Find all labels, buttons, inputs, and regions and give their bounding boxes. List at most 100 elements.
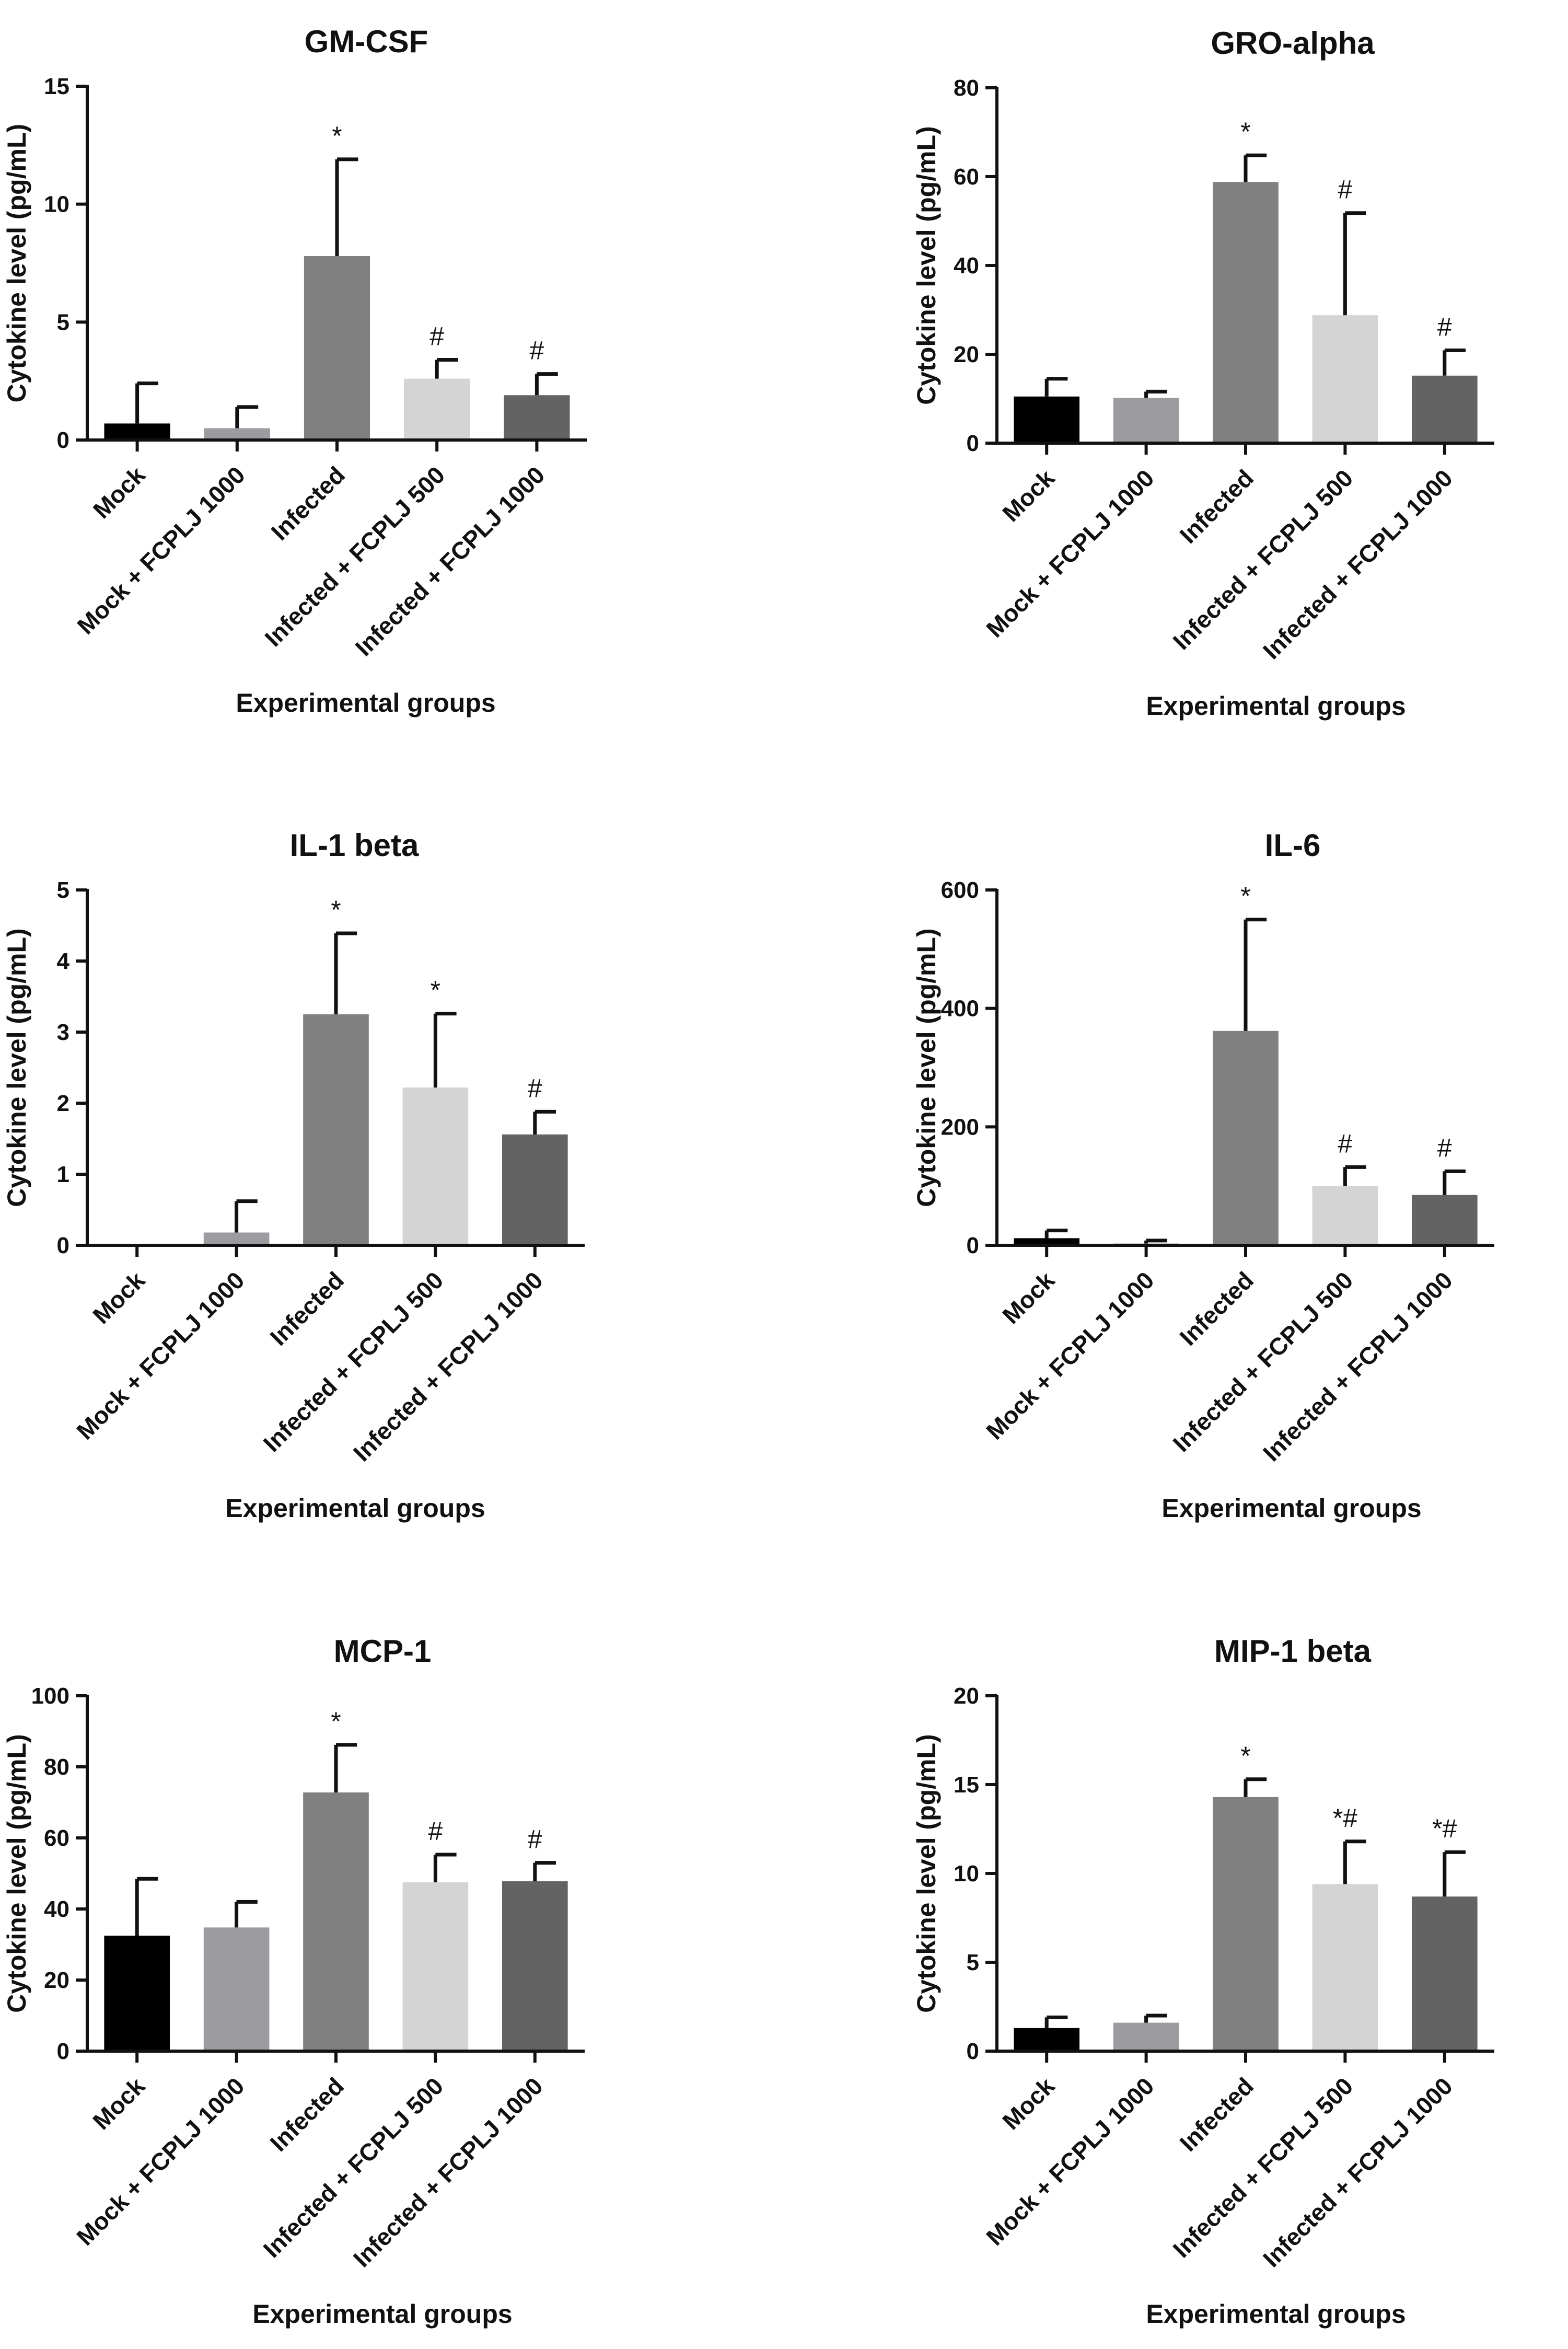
category-label: Infected [266, 461, 350, 545]
y-tick-label: 20 [954, 342, 979, 367]
bar-infected-fcplj-1000 [1411, 1195, 1478, 1245]
chart-title: GM-CSF [305, 24, 428, 59]
bar-infected-fcplj-1000 [1411, 1896, 1478, 2051]
significance-mark: * [1240, 882, 1250, 911]
category-label: Infected [1175, 2072, 1259, 2156]
y-tick-label: 0 [967, 1233, 979, 1258]
category-label: Mock + FCPLJ 1000 [71, 2072, 249, 2250]
bar-infected-fcplj-500 [1312, 1186, 1378, 1245]
bar-mock [104, 1936, 170, 2051]
bar-infected [1213, 1797, 1279, 2051]
y-axis-label: Cytokine level (pg/mL) [2, 1734, 31, 2012]
y-tick-label: 10 [954, 1861, 979, 1887]
y-tick-label: 15 [954, 1772, 979, 1798]
significance-mark: # [1338, 1129, 1352, 1158]
y-tick-label: 200 [941, 1114, 979, 1140]
category-label: Mock [87, 1266, 150, 1329]
category-label: Infected [265, 1266, 349, 1350]
chart-panel-3: IL-1 beta 0 1 2 3 4 5 Cytokine level (pg/mL) Moc… [2, 828, 585, 1523]
y-tick-label: 0 [57, 1233, 69, 1258]
significance-mark: *# [1432, 1814, 1457, 1843]
y-tick-label: 5 [57, 309, 69, 335]
bar-mock [1014, 396, 1080, 443]
y-tick-label: 4 [57, 948, 70, 974]
significance-mark: # [1437, 312, 1452, 341]
y-axis-label: Cytokine level (pg/mL) [912, 1734, 941, 2012]
x-axis-label: Experimental groups [1146, 2299, 1406, 2329]
bar-mock-fcplj-1000 [204, 428, 270, 440]
bar-infected-fcplj-1000 [502, 1881, 568, 2051]
x-axis-label: Experimental groups [236, 688, 495, 718]
y-tick-label: 60 [44, 1825, 69, 1851]
y-tick-label: 20 [44, 1968, 69, 1993]
category-label: Infected + FCPLJ 500 [258, 1266, 449, 1457]
category-label: Mock + FCPLJ 1000 [981, 464, 1159, 642]
y-tick-label: 600 [941, 877, 979, 903]
x-axis-label: Experimental groups [225, 1494, 485, 1523]
bar-mock-fcplj-1000 [1113, 398, 1179, 443]
category-label: Infected + FCPLJ 500 [259, 461, 450, 652]
significance-mark: # [528, 1073, 542, 1103]
bar-infected-fcplj-500 [1312, 1884, 1378, 2051]
y-tick-label: 0 [967, 431, 979, 456]
y-tick-label: 0 [57, 427, 69, 453]
category-label: Mock + FCPLJ 1000 [71, 1266, 249, 1444]
category-label: Mock [997, 2072, 1060, 2135]
category-label: Mock [997, 464, 1060, 527]
y-tick-label: 15 [44, 74, 69, 99]
category-label: Infected + FCPLJ 500 [258, 2072, 449, 2263]
y-tick-label: 10 [44, 192, 69, 217]
y-tick-label: 1 [57, 1162, 69, 1187]
category-label: Infected + FCPLJ 1000 [1258, 2072, 1458, 2272]
bar-mock [1014, 2028, 1080, 2051]
significance-mark: * [332, 121, 342, 151]
bar-infected-fcplj-1000 [1411, 375, 1478, 443]
category-label: Infected + FCPLJ 500 [1168, 464, 1358, 655]
y-tick-label: 5 [57, 877, 69, 903]
significance-mark: * [1240, 117, 1250, 146]
chart-panel-6: MIP-1 beta 0 5 10 15 20 Cytokine level (pg/mL)… [912, 1634, 1494, 2329]
chart-title: MIP-1 beta [1214, 1634, 1372, 1669]
category-label: Infected + FCPLJ 500 [1168, 2072, 1358, 2263]
y-tick-label: 60 [954, 164, 979, 190]
y-tick-label: 40 [44, 1896, 69, 1922]
bar-mock [1014, 1238, 1080, 1245]
y-tick-label: 80 [954, 75, 979, 101]
category-label: Infected + FCPLJ 1000 [348, 2072, 548, 2272]
category-label: Infected + FCPLJ 500 [1168, 1266, 1358, 1457]
category-label: Infected + FCPLJ 1000 [350, 461, 550, 661]
significance-mark: * [331, 895, 341, 924]
bar-infected [303, 1014, 369, 1245]
bar-infected-fcplj-500 [404, 378, 470, 440]
category-label: Mock [88, 461, 150, 524]
y-axis-label: Cytokine level (pg/mL) [2, 928, 31, 1207]
chart-panel-1: GM-CSF 0 5 10 15 Cytokine level (pg/mL) MockMo… [2, 24, 587, 718]
x-axis-label: Experimental groups [1146, 691, 1406, 721]
chart-title: IL-1 beta [290, 828, 419, 863]
bar-infected-fcplj-500 [402, 1882, 469, 2051]
category-label: Infected + FCPLJ 1000 [1258, 1266, 1458, 1466]
category-label: Mock [87, 2072, 150, 2135]
significance-mark: *# [1333, 1803, 1357, 1833]
y-tick-label: 3 [57, 1020, 69, 1045]
chart-title: GRO-alpha [1211, 26, 1375, 61]
bar-infected-fcplj-500 [402, 1087, 469, 1245]
significance-mark: # [429, 322, 444, 351]
category-label: Infected [1175, 464, 1259, 548]
category-label: Infected [265, 2072, 349, 2156]
category-label: Mock [997, 1266, 1060, 1329]
y-axis-label: Cytokine level (pg/mL) [2, 124, 31, 402]
bar-infected [1213, 182, 1279, 443]
significance-mark: # [1338, 175, 1352, 204]
y-tick-label: 40 [954, 253, 979, 279]
y-tick-label: 0 [967, 2039, 979, 2064]
y-axis-label: Cytokine level (pg/mL) [912, 928, 941, 1207]
x-axis-label: Experimental groups [252, 2299, 512, 2329]
bar-mock-fcplj-1000 [1113, 2022, 1179, 2051]
chart-panel-2: GRO-alpha 0 20 40 60 80 Cytokine level (pg/mL)… [912, 26, 1494, 721]
category-label: Mock + FCPLJ 1000 [72, 461, 250, 639]
y-tick-label: 80 [44, 1754, 69, 1780]
bar-infected [304, 256, 370, 440]
